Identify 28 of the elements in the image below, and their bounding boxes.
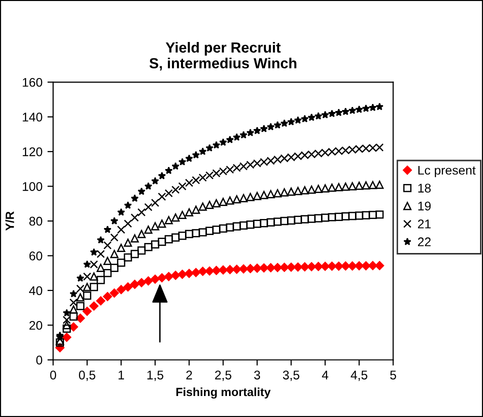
y-tick-label: 80 [29, 216, 42, 226]
x-tick-label: 1,5 [147, 370, 164, 381]
y-axis-title: Y/R [5, 211, 14, 231]
y-tick-label: 100 [22, 182, 42, 191]
x-tick-label: 4,5 [350, 370, 368, 381]
x-tick-label: 0 [50, 370, 56, 380]
x-tick-label: 4 [322, 370, 328, 380]
chart-title: Yield per Recruit S, intermedius Winch [149, 42, 296, 71]
y-tick-label: 60 [29, 252, 42, 260]
legend-label: 22 [418, 237, 431, 246]
x-tick-label: 3 [254, 370, 260, 380]
legend-label: Lc present [418, 166, 476, 178]
x-tick-label: 2 [186, 370, 192, 380]
y-tick-label: 20 [29, 320, 42, 330]
legend-label: 19 [418, 202, 431, 210]
x-tick-label: 2,5 [215, 370, 232, 381]
y-tick-label: 140 [22, 112, 42, 122]
legend-label: 18 [418, 184, 431, 193]
x-axis-title: Fishing mortality [176, 387, 271, 399]
x-tick-label: 1 [118, 370, 124, 380]
y-tick-label: 0 [36, 356, 42, 365]
y-tick-label: 40 [29, 286, 42, 296]
y-tick-label: 120 [22, 147, 42, 156]
x-tick-label: 0,5 [78, 370, 96, 381]
x-tick-label: 3,5 [282, 370, 300, 381]
x-tick-label: 5 [390, 370, 396, 380]
y-tick-label: 160 [22, 78, 42, 87]
legend-label: 21 [418, 220, 431, 228]
